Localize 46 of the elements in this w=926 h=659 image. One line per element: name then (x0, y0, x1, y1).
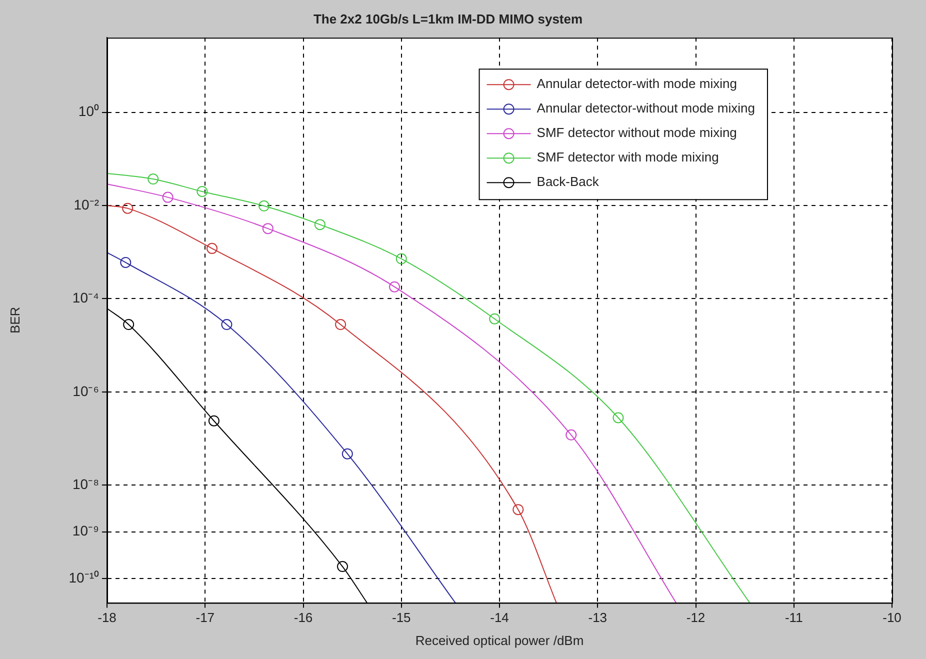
legend-label: Annular detector-with mode mixing (536, 76, 737, 92)
legend-label: SMF detector without mode mixing (536, 125, 737, 140)
y-tick-label: 10⁻⁸ (72, 476, 100, 492)
x-tick-label: -15 (392, 610, 411, 626)
y-tick-label: 10⁻⁹ (72, 522, 99, 539)
x-axis-title: Received optical power /dBm (415, 632, 584, 648)
point (335, 319, 346, 330)
y-tick-label: 10⁰ (78, 103, 99, 120)
point (148, 174, 159, 185)
point (120, 256, 132, 268)
point (512, 504, 524, 516)
line-series (107, 252, 456, 603)
point (612, 412, 624, 424)
point (206, 242, 218, 254)
x-tick-label: -16 (294, 610, 313, 626)
y-tick-label: 10⁻⁶ (72, 382, 99, 399)
point (208, 415, 220, 426)
point (337, 561, 348, 572)
y-tick-label: 10⁻¹⁰ (68, 569, 99, 586)
point (389, 281, 400, 292)
legend-label: Annular detector-without mode mixing (536, 100, 756, 116)
point (489, 313, 500, 324)
x-tick-label: -17 (196, 610, 215, 626)
point (396, 253, 407, 264)
point (221, 319, 232, 330)
point (122, 202, 134, 214)
point (314, 219, 326, 230)
y-axis-title: BER (7, 306, 22, 334)
x-tick-label: -18 (98, 610, 116, 626)
y-tick-label: 10⁻⁴ (72, 290, 99, 306)
chart-title: The 2x2 10Gb/s L=1km IM-DD MIMO system (313, 11, 583, 26)
point (162, 192, 174, 203)
x-tick-label: -14 (490, 610, 509, 626)
point (342, 448, 353, 460)
point (123, 319, 134, 330)
x-tick-label: -10 (882, 610, 902, 626)
y-tick-label: 10⁻² (74, 196, 100, 212)
legend-label: Back-Back (536, 174, 600, 190)
x-tick-label: -12 (686, 610, 706, 626)
point (196, 186, 208, 197)
point (258, 200, 270, 212)
point (566, 429, 577, 440)
point (262, 223, 274, 234)
x-tick-label: -13 (588, 610, 608, 626)
legend-label: SMF detector with mode mixing (536, 150, 719, 165)
x-tick-label: -11 (784, 610, 803, 626)
